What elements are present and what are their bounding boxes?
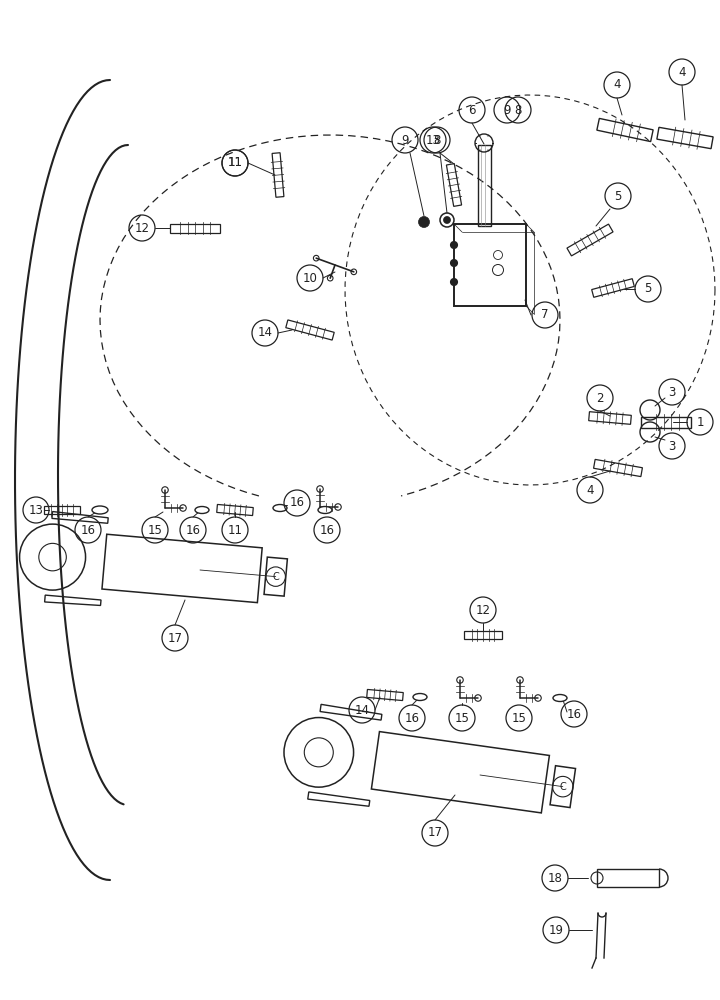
Text: 11: 11 bbox=[228, 524, 243, 536]
Text: 8: 8 bbox=[433, 133, 441, 146]
Circle shape bbox=[418, 217, 430, 228]
Circle shape bbox=[451, 259, 457, 266]
Text: 17: 17 bbox=[428, 826, 443, 840]
Text: 12: 12 bbox=[135, 222, 150, 234]
Text: 16: 16 bbox=[289, 496, 305, 510]
Text: 15: 15 bbox=[454, 712, 469, 724]
Text: 3: 3 bbox=[668, 440, 675, 452]
Text: 13: 13 bbox=[29, 504, 43, 516]
Text: 5: 5 bbox=[614, 190, 621, 202]
Text: 2: 2 bbox=[596, 391, 604, 404]
Ellipse shape bbox=[413, 694, 427, 700]
Text: 4: 4 bbox=[586, 484, 594, 496]
Text: 13: 13 bbox=[426, 133, 441, 146]
Text: 7: 7 bbox=[541, 308, 549, 322]
Ellipse shape bbox=[318, 506, 332, 514]
Text: 16: 16 bbox=[567, 708, 582, 720]
Text: 1: 1 bbox=[696, 416, 703, 428]
Text: C: C bbox=[272, 572, 279, 582]
Text: 15: 15 bbox=[148, 524, 163, 536]
Bar bbox=[597, 869, 659, 887]
Text: 12: 12 bbox=[475, 603, 490, 616]
Text: 3: 3 bbox=[668, 385, 675, 398]
Text: 11: 11 bbox=[228, 156, 243, 169]
Ellipse shape bbox=[195, 506, 209, 514]
Bar bbox=[477, 145, 490, 226]
Ellipse shape bbox=[92, 506, 108, 514]
Ellipse shape bbox=[553, 694, 567, 702]
Circle shape bbox=[451, 241, 457, 248]
Circle shape bbox=[444, 217, 451, 224]
Text: 5: 5 bbox=[644, 282, 652, 296]
Text: 4: 4 bbox=[613, 79, 621, 92]
Text: 8: 8 bbox=[514, 104, 522, 116]
Text: 16: 16 bbox=[186, 524, 200, 536]
Text: 10: 10 bbox=[302, 271, 318, 284]
Text: 14: 14 bbox=[258, 326, 272, 340]
Text: 19: 19 bbox=[549, 924, 564, 936]
Ellipse shape bbox=[273, 504, 287, 512]
Text: 18: 18 bbox=[548, 871, 562, 884]
Text: 9: 9 bbox=[503, 104, 510, 116]
Text: C: C bbox=[559, 782, 566, 792]
Text: 14: 14 bbox=[354, 704, 369, 716]
Text: 4: 4 bbox=[678, 66, 685, 79]
Text: 16: 16 bbox=[320, 524, 335, 536]
Circle shape bbox=[451, 278, 457, 286]
Text: 16: 16 bbox=[81, 524, 96, 536]
Text: 17: 17 bbox=[168, 632, 182, 645]
Text: 11: 11 bbox=[228, 156, 243, 169]
Text: 9: 9 bbox=[401, 133, 409, 146]
Text: 15: 15 bbox=[512, 712, 526, 724]
Bar bbox=[454, 224, 526, 306]
Text: 6: 6 bbox=[468, 104, 476, 116]
Text: 16: 16 bbox=[405, 712, 420, 724]
